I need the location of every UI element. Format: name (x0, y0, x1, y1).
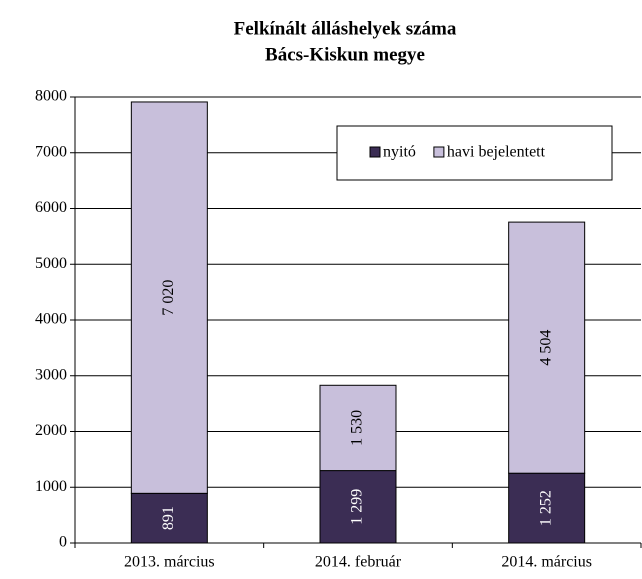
y-tick-label: 5000 (35, 255, 67, 272)
x-tick-label: 2014. február (315, 554, 402, 571)
y-tick-label: 6000 (35, 199, 67, 216)
value-label: 1 530 (349, 410, 366, 446)
value-label: 1 299 (349, 489, 366, 525)
legend-swatch (433, 146, 445, 158)
chart-subtitle: Bács-Kiskun megye (265, 44, 425, 65)
legend-label: nyitó (383, 144, 416, 161)
value-label: 7 020 (160, 280, 177, 316)
legend-label: havi bejelentett (447, 144, 546, 161)
bar-segment (130, 101, 208, 494)
value-label: 1 252 (537, 490, 554, 526)
value-label: 4 504 (537, 330, 554, 366)
y-tick-label: 3000 (35, 366, 67, 383)
bar-segment (508, 221, 586, 474)
y-tick-label: 8000 (35, 88, 67, 105)
bar-segment (319, 384, 397, 472)
legend-box (336, 125, 613, 181)
y-tick-label: 4000 (35, 311, 67, 328)
bar-segment (319, 470, 397, 544)
y-tick-label: 1000 (35, 478, 67, 495)
x-tick-label: 2014. március (501, 554, 592, 571)
chart-title: Felkínált álláshelyek száma (234, 18, 457, 39)
x-tick-label: 2013. március (124, 554, 215, 571)
y-tick-label: 0 (59, 534, 67, 551)
bar-segment (130, 492, 208, 544)
y-tick-label: 7000 (35, 143, 67, 160)
bar-segment (508, 472, 586, 544)
y-tick-label: 2000 (35, 422, 67, 439)
legend-swatch (369, 146, 381, 158)
value-label: 891 (160, 506, 177, 530)
